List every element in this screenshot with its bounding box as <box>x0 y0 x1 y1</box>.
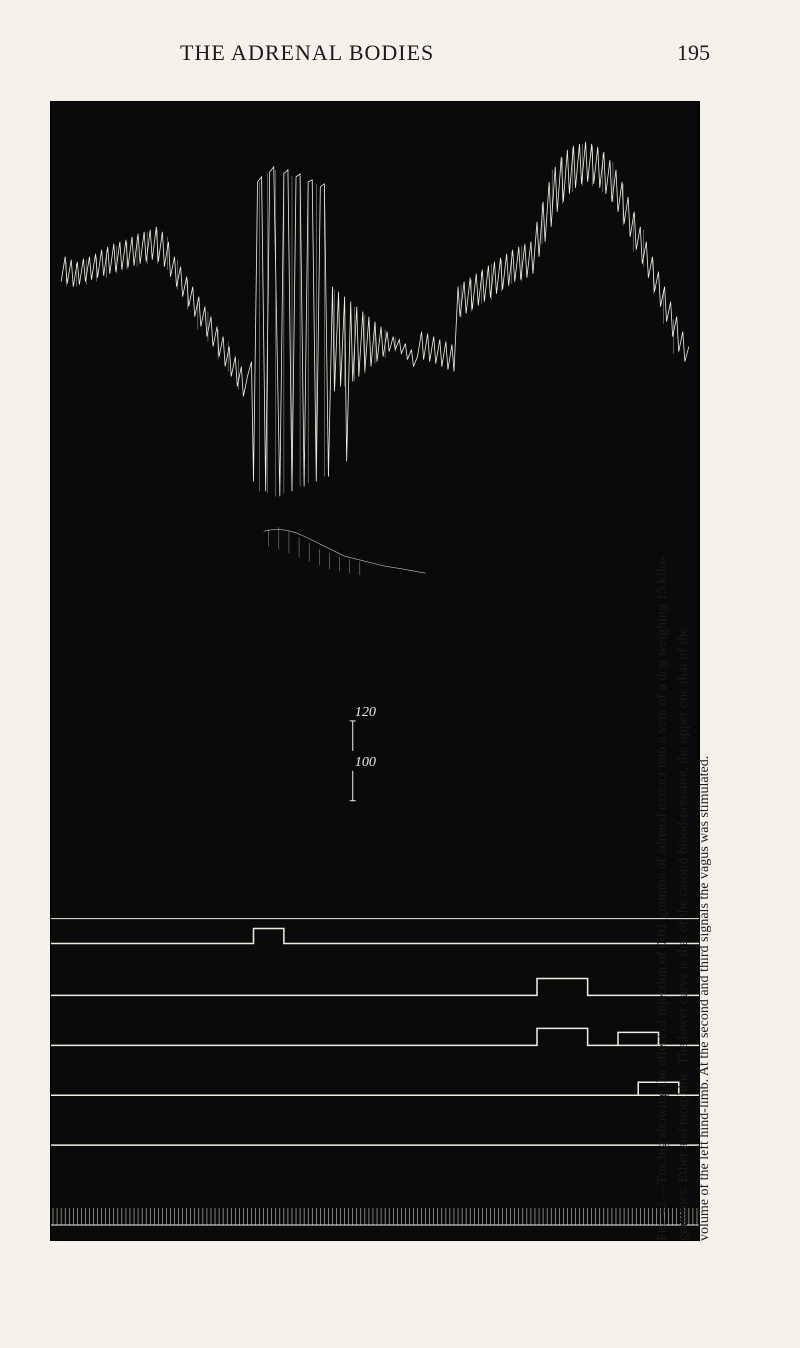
tracing-svg: 120 100 <box>51 102 699 1240</box>
page-header: THE ADRENAL BODIES 195 <box>60 40 750 66</box>
tracing-figure: 120 100 <box>50 101 700 1241</box>
caption-line-3: volume of the left hind-limb. At the sec… <box>697 756 712 1241</box>
svg-text:100: 100 <box>355 754 376 770</box>
caption-sidebar: Fig. 42.—Tracing showing the effect of i… <box>700 101 750 1241</box>
fig-label: Fig. 42. <box>655 1198 670 1241</box>
caption-line-2: grammes. Ether and morphine. The lower c… <box>676 627 691 1241</box>
caption-line-1: —Tracing showing the effect of injection… <box>655 557 670 1199</box>
chapter-title: THE ADRENAL BODIES <box>180 40 434 66</box>
figure-caption: Fig. 42.—Tracing showing the effect of i… <box>652 101 715 1241</box>
page-number: 195 <box>677 40 710 66</box>
svg-text:120: 120 <box>355 704 376 720</box>
figure-container: 120 100 <box>50 101 750 1241</box>
